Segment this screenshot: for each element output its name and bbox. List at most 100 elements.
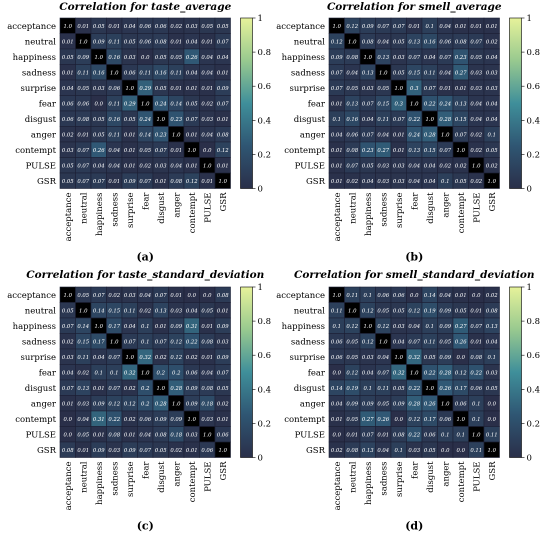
cell-value-label: 1.0: [395, 355, 404, 361]
cell-value-label: 0.0: [457, 355, 466, 361]
row-tick-label: fear: [308, 368, 326, 378]
cell-value-label: 0.01: [393, 132, 405, 138]
cell-value-label: 0.07: [377, 370, 389, 376]
cell-value-label: 0.0: [410, 293, 419, 299]
cell-value-label: 0.01: [408, 24, 420, 30]
cell-value-label: 0.08: [346, 448, 358, 454]
row-tick-label: sadness: [22, 337, 56, 347]
column-tick-label: contempt: [188, 192, 198, 233]
cell-value-label: 0.0: [141, 55, 150, 61]
heatmap-panel-4: Correlation for smell_standard_deviation…: [276, 269, 540, 533]
cell-value-label: 0.07: [362, 432, 374, 438]
cell-value-label: 0.07: [470, 39, 482, 45]
column-tick-label: acceptance: [64, 193, 74, 242]
cell-value-label: 0.07: [217, 370, 229, 376]
cell-value-label: 0.02: [486, 163, 498, 169]
cell-value-label: 0.26: [439, 386, 451, 392]
cell-value-label: 0.07: [377, 24, 389, 30]
cell-value-label: 1.0: [172, 401, 181, 407]
cell-value-label: 0.03: [393, 163, 405, 169]
cell-value-label: 0.16: [346, 117, 358, 123]
cell-value-label: 0.03: [362, 355, 374, 361]
cell-value-label: 0.01: [201, 324, 213, 330]
column-tick-label: anger: [441, 192, 451, 218]
cell-value-label: 0.09: [217, 355, 229, 361]
row-tick-label: PULSE: [26, 430, 56, 440]
heatmap-title: Correlation for smell_average: [327, 1, 502, 14]
row-tick-label: sadness: [22, 68, 56, 78]
cell-value-label: 0.03: [170, 308, 182, 314]
cell-value-label: 0.13: [155, 308, 167, 314]
row-tick-label: anger: [300, 399, 326, 409]
cell-value-label: 0.01: [124, 132, 136, 138]
cell-value-label: 0.07: [62, 386, 74, 392]
cell-value-label: 0.06: [139, 24, 151, 30]
row-tick-label: contempt: [284, 146, 325, 156]
cell-value-label: 0.02: [486, 293, 498, 299]
cell-value-label: 0.01: [217, 417, 229, 423]
cell-value-label: 0.14: [424, 293, 436, 299]
cell-value-label: 0.11: [124, 308, 136, 314]
cell-value-label: 0.04: [470, 101, 482, 107]
cell-value-label: 0.01: [377, 432, 389, 438]
cell-value-label: 0.03: [377, 163, 389, 169]
cell-value-label: 0.12: [362, 339, 374, 345]
cell-value-label: 0.32: [124, 370, 136, 376]
colorbar: [240, 286, 253, 458]
cell-value-label: 0.07: [331, 86, 343, 92]
row-tick-label: anger: [31, 399, 57, 409]
cell-value-label: 0.07: [77, 163, 89, 169]
cell-value-label: 0.04: [408, 324, 420, 330]
cell-value-label: 0.08: [393, 432, 405, 438]
cell-value-label: 0.01: [155, 324, 167, 330]
row-tick-label: GSR: [306, 446, 326, 456]
cell-value-label: 0.1: [441, 432, 449, 438]
column-tick-label: GSR: [219, 192, 229, 212]
cell-value-label: 0.03: [470, 70, 482, 76]
cell-value-label: 0.05: [93, 24, 105, 30]
colorbar-tick-label: 0: [258, 185, 263, 195]
cell-value-label: 0.09: [170, 417, 182, 423]
cell-value-label: 0.12: [346, 370, 358, 376]
cell-value-label: 1.0: [426, 117, 435, 123]
cell-value-label: 0.01: [124, 432, 136, 438]
cell-value-label: 0.22: [408, 432, 420, 438]
row-tick-label: disgust: [25, 115, 57, 125]
cell-value-label: 0.07: [77, 148, 89, 154]
cell-value-label: 0.1: [472, 417, 480, 423]
cell-value-label: 0.06: [455, 401, 467, 407]
cell-value-label: 0.04: [93, 163, 105, 169]
row-tick-label: neutral: [25, 37, 57, 47]
column-tick-label: anger: [172, 192, 182, 218]
cell-value-label: 1.0: [172, 132, 181, 138]
cell-value-label: 0.02: [62, 339, 74, 345]
cell-value-label: 0.08: [346, 55, 358, 61]
cell-value-label: 0.32: [139, 355, 151, 361]
cell-value-label: 0.05: [201, 308, 213, 314]
cell-value-label: 0.05: [186, 101, 198, 107]
cell-value-label: 0.03: [155, 163, 167, 169]
cell-value-label: 0.03: [186, 432, 198, 438]
cell-value-label: 0.01: [108, 179, 120, 185]
row-tick-label: acceptance: [276, 291, 325, 301]
cell-value-label: 0.07: [186, 117, 198, 123]
cell-value-label: 0.07: [331, 70, 343, 76]
cell-value-label: 0.08: [470, 355, 482, 361]
cell-value-label: 0.04: [377, 448, 389, 454]
column-tick-label: acceptance: [333, 193, 343, 242]
cell-value-label: 0.22: [470, 370, 482, 376]
cell-value-label: 0.11: [377, 386, 389, 392]
cell-value-label: 0.0: [441, 448, 450, 454]
cell-value-label: 0.15: [77, 339, 89, 345]
cell-value-label: 0.14: [170, 101, 182, 107]
cell-value-label: 0.26: [93, 148, 105, 154]
cell-value-label: 0.17: [455, 386, 467, 392]
column-tick-label: happiness: [364, 193, 374, 236]
cell-value-label: 0.01: [170, 148, 182, 154]
cell-value-label: 0.07: [408, 339, 420, 345]
cell-value-label: 0.04: [108, 163, 120, 169]
cell-value-label: 0.1: [110, 370, 118, 376]
cell-value-label: 0.04: [486, 101, 498, 107]
cell-value-label: 1.0: [79, 39, 88, 45]
cell-value-label: 1.0: [379, 339, 388, 345]
